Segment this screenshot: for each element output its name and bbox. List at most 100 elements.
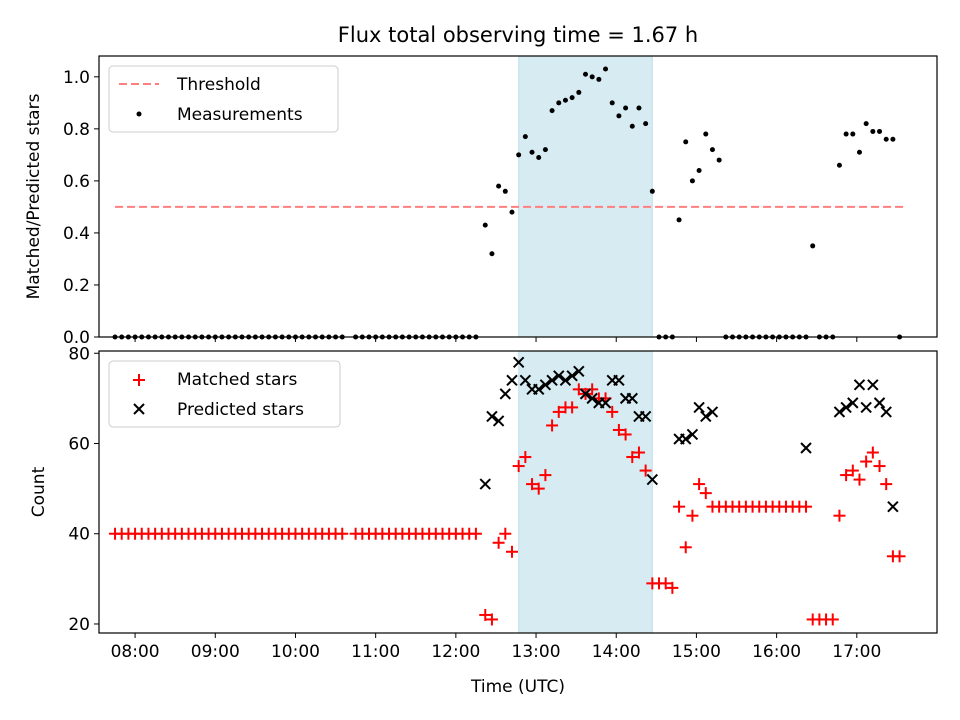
matched-stars-point [686,509,699,522]
matched-stars-point [893,550,906,563]
matched-stars-point [512,460,525,473]
predicted-stars-point [492,415,505,427]
measurement-point [890,136,896,142]
x-tick-label: 11:00 [351,642,400,662]
x-axis-label: Time (UTC) [470,677,565,697]
legend-matched-label: Matched stars [177,370,297,390]
top-ticks-layer: 0.0 0.2 0.4 0.6 0.8 1.0 [63,68,858,348]
matched-stars-point [679,541,692,554]
measurement-point [576,89,582,95]
top-shaded-span [518,55,653,338]
measurement-point [836,162,842,168]
predicted-stars-point [873,397,886,409]
predicted-stars-point [706,406,719,418]
measurement-point [696,167,702,173]
measurement-point [709,147,715,153]
predicted-stars-point [840,401,852,414]
legend-predicted-marker [133,403,145,415]
predicted-stars-point [512,356,525,368]
matched-stars-point [860,455,873,468]
legend-measurements-marker [136,111,142,117]
measurement-point [502,188,508,194]
measurement-point [496,183,502,189]
predicted-stars-point [860,401,872,414]
matched-stars-point [479,608,492,621]
matched-stars-point [485,613,498,626]
measurement-point [629,123,635,129]
predicted-stars-point [693,401,705,414]
x-tick-label: 10:00 [271,642,320,662]
measurement-point [516,152,522,158]
matched-stars-point [873,460,886,473]
measurement-point [609,100,615,106]
predicted-stars-point [486,410,498,423]
measurement-point [716,157,722,163]
measurement-point [489,251,495,257]
matched-stars-point [693,478,706,491]
chart-title: Flux total observing time = 1.67 h [338,23,698,47]
bottom-ticks-layer: 20 40 60 80 08:00 09:00 10:00 11:00 12:00 13:00 14… [68,344,881,662]
predicted-stars-point [599,397,612,409]
x-tick-label: 17:00 [832,642,881,662]
matched-stars-point [606,405,619,418]
matched-stars-point [632,446,645,459]
matched-stars-point [659,577,672,590]
predicted-stars-point [613,374,625,387]
matched-stars-point [699,487,712,500]
matched-stars-point [526,478,539,491]
predicted-stars-point [499,388,512,400]
matched-stars-point [532,482,545,495]
predicted-stars-point [579,388,592,400]
matched-stars-point [552,405,565,418]
predicted-stars-point [833,406,846,418]
legend-threshold-label: Threshold [176,75,261,95]
predicted-stars-point [880,406,892,418]
predicted-stars-point [646,473,659,486]
predicted-stars-point [700,410,712,423]
measurement-point [856,149,862,155]
measurement-point [616,113,622,119]
predicted-stars-point [559,374,572,387]
y-tick-label: 80 [68,344,90,364]
top-legend: Threshold Measurements [108,65,339,133]
predicted-stars-point [853,379,866,391]
legend-matched-marker [133,374,145,386]
predicted-stars-point [553,370,565,382]
x-tick-label: 08:00 [111,642,160,662]
x-tick-label: 09:00 [191,642,240,662]
measurement-point [623,105,629,111]
predicted-stars-point [626,392,638,405]
measurement-point [589,74,595,80]
matched-stars-point [880,478,893,491]
top-legend-box [108,65,339,133]
top-y-axis-label: Matched/Predicted stars [24,93,44,299]
measurement-point [522,134,528,140]
predicted-stars-point [506,374,518,387]
matched-stars-point [800,500,813,513]
measurement-point [603,66,609,72]
matched-stars-point [619,428,632,441]
bottom-legend-box [108,360,341,428]
bottom-axes-frame [98,350,938,634]
x-tick-label: 12:00 [431,642,480,662]
matched-stars-point [492,536,505,549]
legend-predicted-label: Predicted stars [177,400,304,420]
predicted-stars-point [639,410,652,423]
top-axes-frame [98,55,938,338]
bottom-y-axis-label: Count [29,466,49,517]
predicted-stars-point [887,500,899,513]
y-tick-label: 20 [68,615,90,635]
measurement-point [636,105,642,111]
measurement-point [549,108,555,114]
measurement-point [509,209,515,215]
predicted-stars-point [533,383,545,396]
measurement-point [810,243,816,249]
measurement-point [843,131,849,137]
measurement-point [649,188,655,194]
predicted-stars-point [539,379,552,391]
y-tick-label: 0.0 [63,328,90,348]
measurement-point [689,178,695,184]
x-tick-label: 13:00 [512,642,561,662]
measurement-point [883,136,889,142]
matched-stars-point [612,423,625,436]
